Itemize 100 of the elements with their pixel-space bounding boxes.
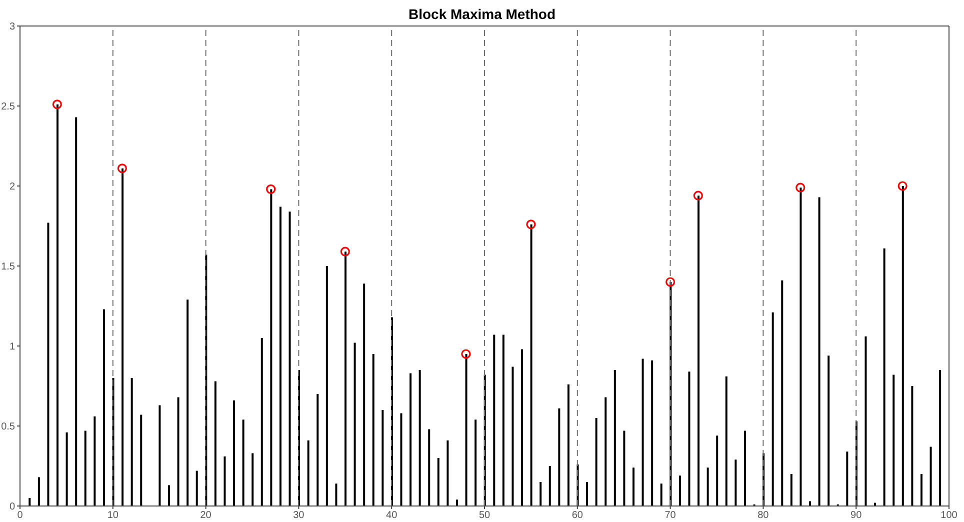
chart-title: Block Maxima Method — [407, 6, 557, 22]
bar — [94, 416, 96, 506]
bar — [642, 358, 644, 506]
bar — [772, 312, 774, 506]
bar — [177, 397, 180, 506]
bar — [892, 374, 895, 506]
bar — [456, 500, 458, 506]
bar — [744, 430, 746, 506]
bar — [288, 212, 291, 506]
x-tick-label: 10 — [107, 510, 119, 522]
bar — [883, 248, 886, 506]
bar — [307, 440, 310, 506]
bar — [382, 410, 384, 506]
x-tick-label: 0 — [17, 510, 24, 522]
bar — [595, 418, 598, 506]
bar — [548, 466, 551, 506]
bar — [363, 284, 366, 506]
bar — [614, 370, 616, 506]
bar — [530, 224, 532, 506]
bar — [818, 197, 820, 506]
bar — [279, 206, 282, 506]
bar — [474, 420, 477, 506]
bar — [465, 354, 468, 506]
bar — [800, 188, 802, 506]
bar — [196, 470, 198, 506]
bar — [688, 372, 690, 506]
bar — [233, 400, 236, 506]
bar — [678, 476, 681, 506]
y-tick-label: 0 — [9, 502, 16, 513]
x-tick-label: 90 — [850, 510, 862, 522]
bar — [372, 354, 374, 506]
bar — [939, 370, 942, 506]
bar — [354, 342, 356, 506]
bar — [567, 384, 570, 506]
y-tick-label: 2.5 — [1, 102, 16, 113]
bar — [38, 477, 40, 506]
bar — [846, 452, 848, 506]
bar — [790, 474, 792, 506]
bar — [828, 356, 830, 506]
bar — [84, 430, 86, 506]
bar — [214, 381, 216, 506]
bar — [698, 196, 700, 506]
y-tick-label: 1 — [9, 342, 16, 353]
x-tick-label: 100 — [940, 510, 958, 522]
x-tick-label: 60 — [572, 510, 584, 522]
bar — [428, 429, 430, 506]
y-tick-label: 0.5 — [1, 422, 16, 433]
bar — [270, 189, 272, 506]
bar — [437, 458, 440, 506]
bar — [660, 484, 662, 506]
bar — [335, 484, 338, 506]
bar — [725, 376, 728, 506]
point — [117, 164, 127, 174]
bar — [252, 453, 254, 506]
bar — [502, 334, 504, 506]
bar — [781, 280, 784, 506]
point — [526, 220, 536, 230]
point — [898, 181, 908, 191]
bar — [558, 408, 560, 506]
bar — [66, 432, 68, 506]
bar — [326, 266, 328, 506]
point — [461, 349, 471, 359]
x-tick-label: 80 — [758, 510, 770, 522]
bar — [716, 436, 718, 506]
bar — [586, 482, 588, 506]
y-tick-label: 2 — [9, 182, 16, 193]
y-tick-label: 3 — [9, 22, 16, 33]
point — [340, 246, 350, 256]
bar — [493, 334, 496, 506]
bar — [902, 186, 904, 506]
bar — [623, 430, 626, 506]
bar — [604, 397, 607, 506]
bar — [706, 468, 709, 506]
bar — [316, 394, 319, 506]
bar — [56, 104, 59, 506]
x-tick-label: 70 — [664, 510, 676, 522]
bar — [418, 370, 421, 506]
bar — [344, 252, 347, 506]
bar — [911, 386, 914, 506]
bar — [260, 338, 263, 506]
bar — [158, 405, 161, 506]
bar — [410, 373, 412, 506]
point — [266, 184, 276, 194]
point — [796, 182, 806, 192]
point — [666, 277, 676, 287]
bar — [102, 309, 105, 506]
bar — [168, 485, 170, 506]
x-tick-label: 20 — [200, 510, 212, 522]
bar — [651, 360, 654, 506]
point — [52, 100, 62, 110]
bar — [864, 336, 867, 506]
x-tick-label: 30 — [293, 510, 305, 522]
bar — [242, 420, 244, 506]
bar — [47, 222, 50, 506]
bar — [512, 366, 514, 506]
bar — [28, 498, 31, 506]
bar — [400, 413, 402, 506]
x-tick-label: 50 — [478, 510, 490, 522]
y-tick-label: 1.5 — [1, 262, 16, 273]
bar — [632, 468, 634, 506]
